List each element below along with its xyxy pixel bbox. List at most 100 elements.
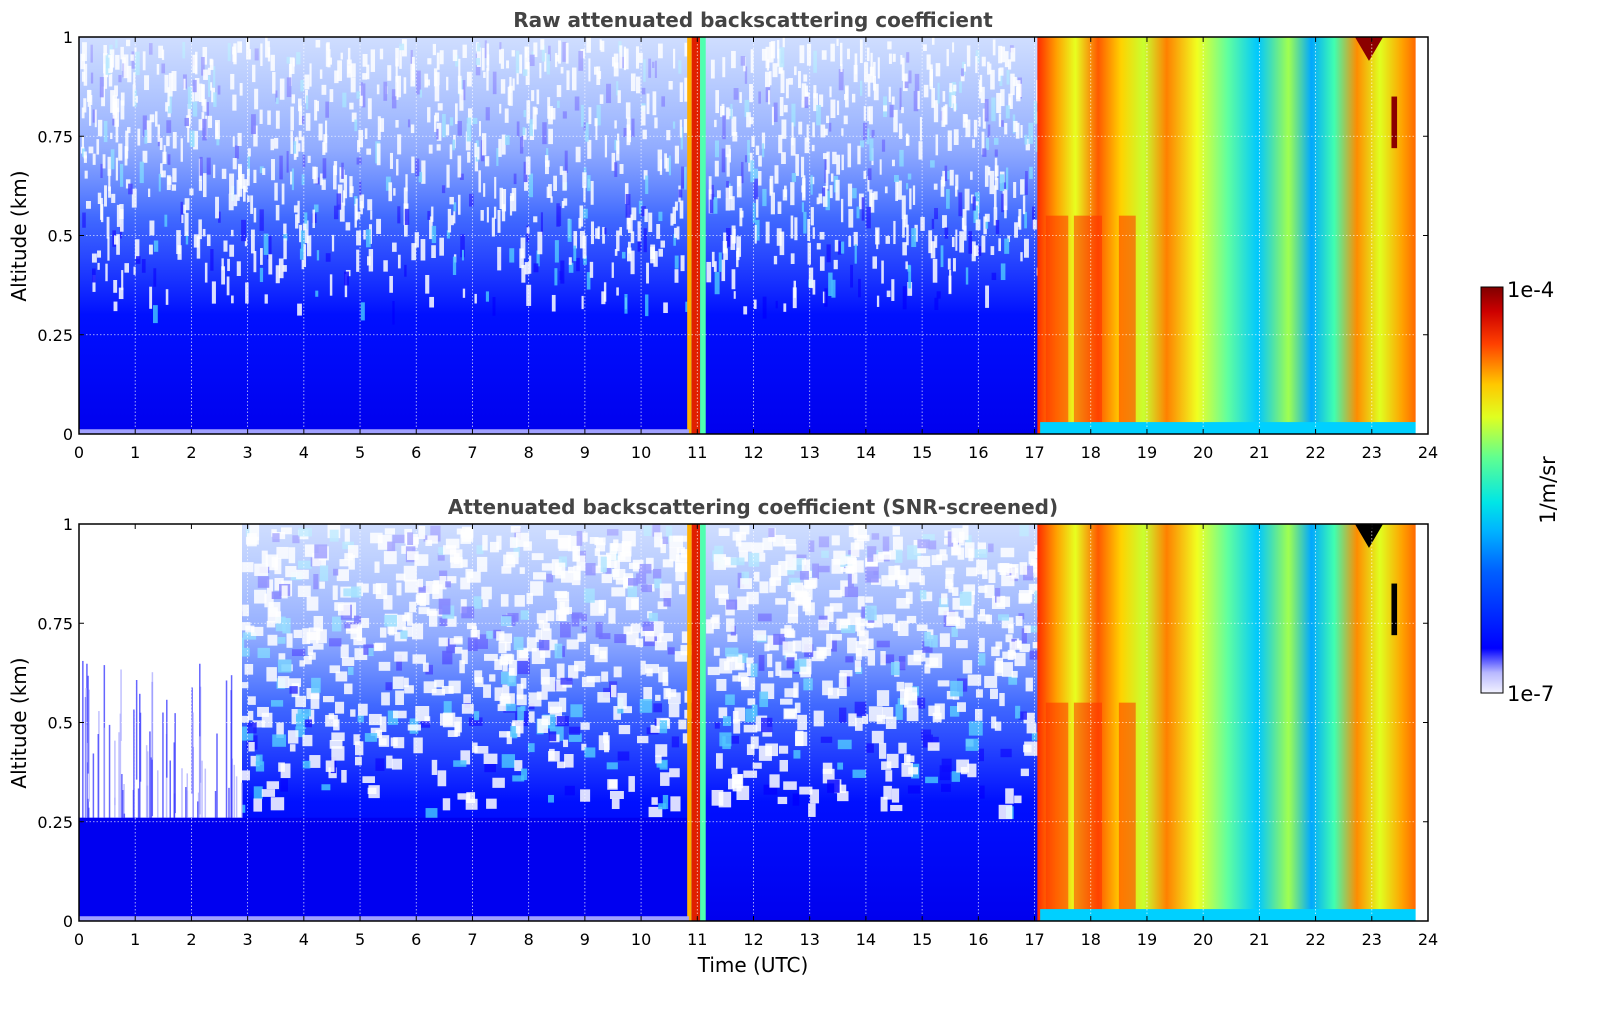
x-tick-label: 2 [186,443,196,462]
x-tick-label: 12 [743,443,763,462]
x-tick-label: 21 [1249,930,1269,949]
x-tick-label: 17 [1024,930,1044,949]
grid [79,524,1428,921]
red-streak [1045,215,1069,427]
colorbar-min-label: 1e-7 [1507,682,1554,706]
surface-band [79,429,689,434]
boundary-layer [79,817,689,921]
y-tick-label: 0 [63,425,73,444]
noise-fade [79,37,1041,315]
max-patch [1391,583,1398,636]
x-tick-label: 13 [800,930,820,949]
x-tick-label: 8 [524,930,534,949]
x-tick-label: 12 [743,930,763,949]
screened-stripe [165,733,168,866]
screened-stripe [150,757,153,847]
colorbar-max-label: 1e-4 [1507,278,1554,302]
screened-stripe [120,669,122,741]
x-tick-label: 22 [1305,930,1325,949]
y-axis-label: Altitude (km) [7,657,31,788]
x-tick-label: 18 [1081,930,1101,949]
noise-speckle [442,798,451,811]
x-tick-label: 4 [299,443,309,462]
screened-stripe [135,680,138,780]
x-tick-label: 24 [1418,930,1438,949]
max-patch [1354,37,1384,61]
y-axis-label: Altitude (km) [7,170,31,301]
screened-stripe [230,690,232,843]
x-tick-label: 7 [467,930,477,949]
surface-band [1040,909,1417,921]
x-tick-label: 1 [130,443,140,462]
x-tick-label: 0 [74,443,84,462]
x-tick-label: 24 [1418,443,1438,462]
x-tick-label: 20 [1193,930,1213,949]
screened-stripe [174,713,176,814]
y-tick-label: 0.75 [37,614,73,633]
screened-stripe [114,740,116,806]
y-tick-label: 0.5 [48,714,73,733]
x-tick-label: 1 [130,930,140,949]
screened-stripe [191,687,193,794]
y-tick-label: 0 [63,912,73,931]
x-tick-label: 9 [580,930,590,949]
noise-speckle [670,796,681,812]
y-tick-label: 0.5 [48,227,73,246]
x-tick-label: 11 [687,443,707,462]
x-tick-label: 4 [299,930,309,949]
max-patch [1391,96,1398,149]
panel-title: Attenuated backscattering coefficient (S… [448,495,1058,519]
x-tick-label: 6 [411,443,421,462]
x-tick-label: 5 [355,930,365,949]
colorbar-gradient [1480,286,1504,694]
x-tick-label: 23 [1362,443,1382,462]
noise-speckle [253,798,263,812]
screened-heatmap: 0 1 2 3 4 5 6 7 8 9 10 11 12 13 14 15 16 17 18 19 20 21 22 23 24… [37,515,1438,949]
y-tick-label: 1 [63,28,73,47]
x-tick-label: 22 [1305,443,1325,462]
x-tick-label: 16 [968,930,988,949]
screened-stripe [225,680,228,842]
x-tick-label: 18 [1081,443,1101,462]
y-tick-label: 0.75 [37,127,73,146]
noise-speckle [662,794,669,810]
noise-speckle [890,804,903,812]
x-tick-label: 19 [1137,930,1157,949]
x-tick-label: 13 [800,443,820,462]
screened-stripe [88,689,90,802]
noise-speckle [880,796,888,812]
noise-speckle [611,798,620,810]
x-tick-label: 3 [243,443,253,462]
y-tick-label: 1 [63,515,73,534]
red-streak [1073,702,1102,914]
red-streak [1118,215,1136,427]
x-tick-label: 15 [912,443,932,462]
screened-stripe [86,663,88,743]
red-streak [1073,215,1102,427]
screened-stripe [82,660,84,848]
screened-stripe [162,712,164,871]
red-streak [1118,702,1136,914]
noise-speckle [425,808,438,820]
screened-region [79,524,243,818]
x-tick-label: 10 [631,443,651,462]
x-axis-label: Time (UTC) [697,953,809,977]
panel-title: Raw attenuated backscattering coefficien… [513,8,993,32]
x-tick-label: 17 [1024,443,1044,462]
x-tick-label: 23 [1362,930,1382,949]
surface-band [79,916,689,921]
noise-speckle [658,803,667,810]
screened-stripe [192,712,194,860]
noise-speckle [808,803,816,817]
noise-speckle [486,798,497,809]
max-patch [1354,524,1384,548]
red-streak [1045,702,1069,914]
raw-backscatter-panel: Raw attenuated backscattering coefficien… [7,8,1438,462]
screened-stripe [119,713,122,885]
x-tick-label: 0 [74,930,84,949]
snr-screened-panel: Attenuated backscattering coefficient (S… [7,495,1438,977]
x-tick-label: 14 [856,443,876,462]
screened-stripe [216,733,218,879]
noise-speckle [465,798,478,810]
